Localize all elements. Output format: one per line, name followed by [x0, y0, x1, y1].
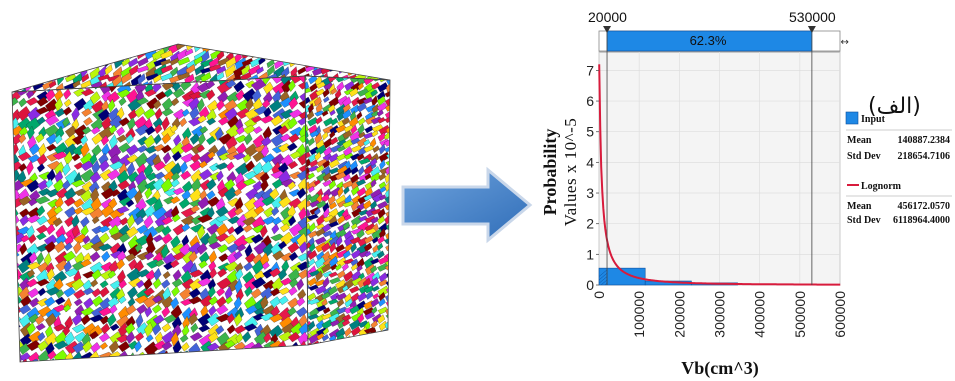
legend-input-std-label: Std Dev	[847, 151, 881, 162]
x-tick-label: 400000	[752, 291, 768, 338]
x-tick-label: 200000	[671, 291, 687, 338]
legend-input-mean: 140887.2384	[898, 135, 951, 146]
x-tick-label: 100000	[631, 291, 647, 338]
legend-input-mean-label: Mean	[847, 135, 872, 146]
bracket-right-handle[interactable]	[807, 26, 816, 33]
bracket-percent: 62.3%	[690, 33, 727, 48]
y-tick-label: 6	[586, 93, 594, 109]
bracket-markers: ↔	[598, 26, 849, 285]
grain-cube-image	[11, 43, 391, 363]
y-tick-label: 1	[586, 246, 594, 262]
y-tick-label: 7	[586, 62, 594, 78]
legend-input-swatch	[845, 111, 859, 125]
panel-annotation: (الف)	[868, 94, 921, 119]
legend-fit-mean-label: Mean	[847, 201, 872, 212]
x-tick-label: 600000	[832, 291, 848, 338]
x-tick-labels: 0 100000 200000 300000 400000 500000 600000	[591, 291, 848, 338]
bracket-left-handle[interactable]	[603, 26, 612, 33]
expand-icon[interactable]: ↔	[841, 37, 849, 48]
y-tick-label: 0	[586, 277, 594, 293]
bracket-left-label: 20000	[588, 9, 627, 25]
y-tick-label: 2	[586, 216, 594, 232]
cube-front-face	[12, 76, 308, 362]
y-tick-label: 5	[586, 124, 594, 140]
hatch-line	[600, 279, 608, 285]
legend-fit-std-label: Std Dev	[847, 215, 881, 226]
hatch-line	[599, 272, 608, 281]
y-tick-labels: 0 1 2 3 4 5 6 7	[586, 62, 599, 293]
x-tick-label: 300000	[712, 291, 728, 338]
y-tick-label: 4	[586, 154, 594, 170]
x-tick-label: 500000	[792, 291, 808, 338]
cube-side-face	[305, 76, 390, 345]
legend-input-std: 218654.7106	[898, 151, 951, 162]
y-axis-title: Probability	[540, 129, 560, 216]
legend-fit-std: 6118964.4000	[893, 215, 950, 226]
grid-lines	[598, 52, 841, 286]
legend-fit-label: Lognorm	[861, 181, 902, 192]
x-tick-label: 0	[591, 291, 607, 299]
x-axis-title: Vb(cm^3)	[681, 358, 758, 379]
y-tick-label: 3	[586, 185, 594, 201]
legend-input-label: Input	[861, 114, 886, 125]
arrow-shape	[401, 166, 533, 244]
lognormal-fit-curve	[598, 64, 841, 286]
bracket-right-label: 530000	[789, 9, 836, 25]
y-axis-units: Values x 10^-5	[561, 118, 580, 226]
legend-fit-mean: 456172.0570	[898, 201, 951, 212]
hatch-line	[599, 269, 608, 277]
